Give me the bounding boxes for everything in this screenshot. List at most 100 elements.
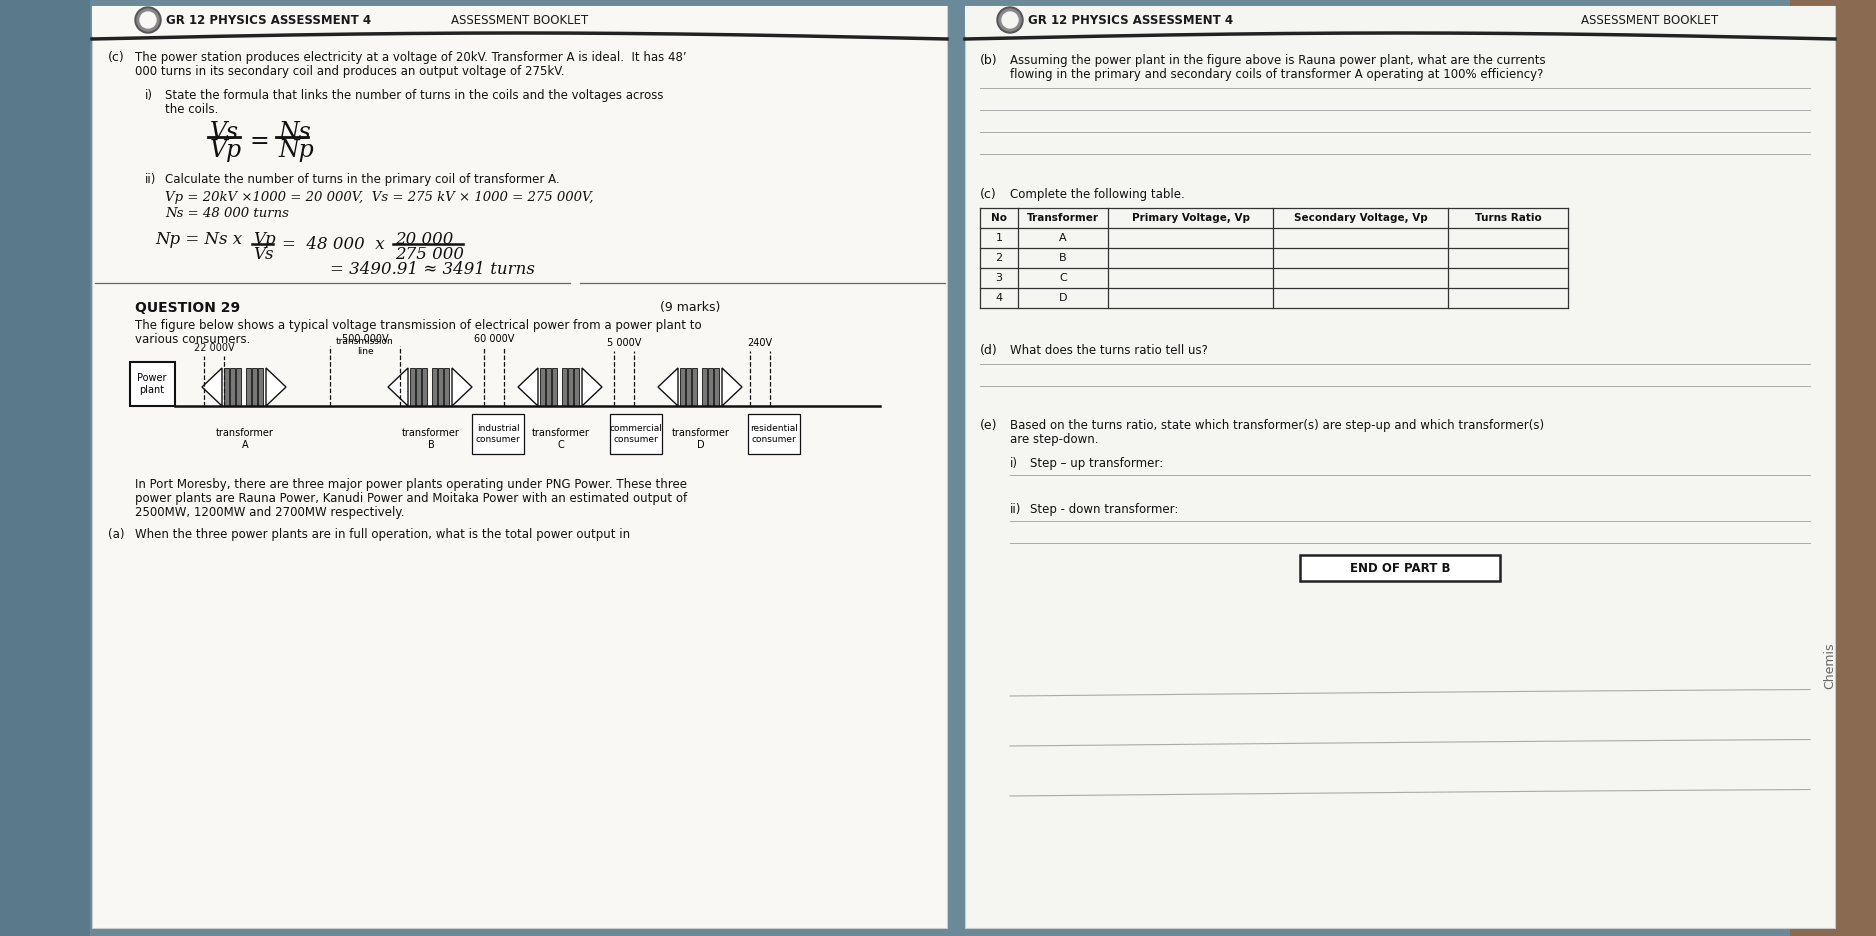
Text: 2: 2 bbox=[996, 253, 1002, 263]
Text: Calculate the number of turns in the primary coil of transformer A.: Calculate the number of turns in the pri… bbox=[165, 173, 559, 186]
Text: The power station produces electricity at a voltage of 20kV. Transformer A is id: The power station produces electricity a… bbox=[135, 51, 687, 64]
Bar bbox=[92, 6, 947, 928]
Bar bbox=[259, 368, 263, 406]
Text: When the three power plants are in full operation, what is the total power outpu: When the three power plants are in full … bbox=[135, 528, 630, 541]
Text: What does the turns ratio tell us?: What does the turns ratio tell us? bbox=[1009, 344, 1208, 357]
Text: (b): (b) bbox=[979, 54, 998, 67]
Polygon shape bbox=[266, 368, 285, 406]
Text: Vp: Vp bbox=[253, 231, 276, 248]
Bar bbox=[964, 6, 1835, 928]
Text: 60 000V: 60 000V bbox=[475, 334, 514, 344]
Text: 4: 4 bbox=[996, 293, 1002, 303]
Text: 5 000V: 5 000V bbox=[606, 338, 642, 348]
Text: ii): ii) bbox=[144, 173, 156, 186]
Text: Vs: Vs bbox=[210, 121, 238, 144]
Bar bbox=[687, 368, 690, 406]
Text: = 3490.91 ≈ 3491 turns: = 3490.91 ≈ 3491 turns bbox=[330, 261, 535, 278]
Text: (c): (c) bbox=[109, 51, 124, 64]
Text: (d): (d) bbox=[979, 344, 998, 357]
Polygon shape bbox=[722, 368, 743, 406]
Bar bbox=[610, 414, 662, 454]
Text: The figure below shows a typical voltage transmission of electrical power from a: The figure below shows a typical voltage… bbox=[135, 319, 702, 332]
Bar bbox=[473, 414, 523, 454]
Bar bbox=[964, 6, 1835, 36]
Text: Primary Voltage, Vp: Primary Voltage, Vp bbox=[1131, 213, 1249, 223]
Text: Vs: Vs bbox=[253, 246, 274, 263]
Text: commercial
consumer: commercial consumer bbox=[610, 424, 662, 444]
Text: 275 000: 275 000 bbox=[396, 246, 463, 263]
Text: transmission
line: transmission line bbox=[336, 337, 394, 356]
Bar bbox=[1300, 555, 1501, 581]
Bar bbox=[715, 368, 719, 406]
Bar bbox=[568, 368, 572, 406]
Text: ii): ii) bbox=[1009, 503, 1021, 516]
Bar bbox=[692, 368, 698, 406]
Bar bbox=[422, 368, 428, 406]
Text: GR 12 PHYSICS ASSESSMENT 4: GR 12 PHYSICS ASSESSMENT 4 bbox=[165, 13, 371, 26]
Text: B: B bbox=[1060, 253, 1067, 263]
Text: Chemis: Chemis bbox=[1823, 643, 1837, 689]
Text: flowing in the primary and secondary coils of transformer A operating at 100% ef: flowing in the primary and secondary coi… bbox=[1009, 68, 1544, 81]
Polygon shape bbox=[452, 368, 473, 406]
Text: =  48 000  x: = 48 000 x bbox=[281, 236, 385, 253]
Text: ASSESSMENT BOOKLET: ASSESSMENT BOOKLET bbox=[1581, 13, 1718, 26]
Bar bbox=[236, 368, 240, 406]
Bar bbox=[411, 368, 415, 406]
Text: Power
plant: Power plant bbox=[137, 373, 167, 395]
Bar bbox=[702, 368, 707, 406]
Bar bbox=[679, 368, 685, 406]
Text: Vp = 20kV ×1000 = 20 000V,  Vs = 275 kV × 1000 = 275 000V,: Vp = 20kV ×1000 = 20 000V, Vs = 275 kV ×… bbox=[165, 191, 593, 204]
Text: Ns: Ns bbox=[278, 121, 311, 144]
Bar bbox=[749, 414, 799, 454]
Text: Np = Ns x: Np = Ns x bbox=[156, 231, 242, 248]
Text: GR 12 PHYSICS ASSESSMENT 4: GR 12 PHYSICS ASSESSMENT 4 bbox=[1028, 13, 1233, 26]
Circle shape bbox=[1000, 9, 1021, 31]
Text: Turns Ratio: Turns Ratio bbox=[1475, 213, 1542, 223]
Bar bbox=[574, 368, 580, 406]
Text: i): i) bbox=[1009, 457, 1019, 470]
Text: (9 marks): (9 marks) bbox=[660, 301, 720, 314]
Text: i): i) bbox=[144, 89, 154, 102]
Text: Step - down transformer:: Step - down transformer: bbox=[1030, 503, 1178, 516]
Text: (c): (c) bbox=[979, 188, 996, 201]
Polygon shape bbox=[658, 368, 677, 406]
Circle shape bbox=[135, 7, 161, 33]
Bar bbox=[251, 368, 257, 406]
Text: Step – up transformer:: Step – up transformer: bbox=[1030, 457, 1163, 470]
Text: 500 000V: 500 000V bbox=[341, 334, 388, 344]
Text: 20 000: 20 000 bbox=[396, 231, 454, 248]
Text: C: C bbox=[1060, 273, 1067, 283]
Circle shape bbox=[1002, 12, 1019, 28]
Text: A: A bbox=[1060, 233, 1067, 243]
Text: In Port Moresby, there are three major power plants operating under PNG Power. T: In Port Moresby, there are three major p… bbox=[135, 478, 687, 491]
Bar bbox=[92, 6, 947, 36]
Text: END OF PART B: END OF PART B bbox=[1349, 562, 1450, 575]
Text: (e): (e) bbox=[979, 419, 998, 432]
Bar bbox=[445, 368, 448, 406]
Bar bbox=[246, 368, 251, 406]
Text: Ns = 48 000 turns: Ns = 48 000 turns bbox=[165, 207, 289, 220]
Bar bbox=[1790, 0, 1876, 936]
Text: D: D bbox=[1058, 293, 1067, 303]
Text: QUESTION 29: QUESTION 29 bbox=[135, 301, 240, 315]
Text: residential
consumer: residential consumer bbox=[750, 424, 797, 444]
Bar bbox=[231, 368, 234, 406]
Text: industrial
consumer: industrial consumer bbox=[477, 424, 520, 444]
Bar bbox=[129, 362, 174, 406]
Bar bbox=[223, 368, 229, 406]
Text: Transformer: Transformer bbox=[1026, 213, 1099, 223]
Text: No: No bbox=[991, 213, 1007, 223]
Text: ASSESSMENT BOOKLET: ASSESSMENT BOOKLET bbox=[452, 13, 589, 26]
Circle shape bbox=[137, 9, 159, 31]
Text: transformer
C: transformer C bbox=[533, 428, 589, 449]
Bar bbox=[0, 0, 90, 936]
Text: Assuming the power plant in the figure above is Rauna power plant, what are the : Assuming the power plant in the figure a… bbox=[1009, 54, 1546, 67]
Text: various consumers.: various consumers. bbox=[135, 333, 250, 346]
Text: 000 turns in its secondary coil and produces an output voltage of 275kV.: 000 turns in its secondary coil and prod… bbox=[135, 65, 565, 78]
Polygon shape bbox=[582, 368, 602, 406]
Polygon shape bbox=[203, 368, 221, 406]
Polygon shape bbox=[388, 368, 407, 406]
Text: Based on the turns ratio, state which transformer(s) are step-up and which trans: Based on the turns ratio, state which tr… bbox=[1009, 419, 1544, 432]
Text: the coils.: the coils. bbox=[165, 103, 218, 116]
Text: 240V: 240V bbox=[747, 338, 773, 348]
